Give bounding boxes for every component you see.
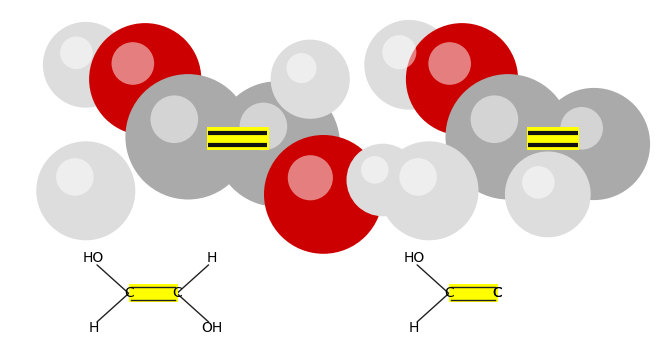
Ellipse shape <box>406 23 518 135</box>
Ellipse shape <box>60 36 92 69</box>
Ellipse shape <box>428 42 471 85</box>
Ellipse shape <box>56 158 94 196</box>
Ellipse shape <box>560 107 603 150</box>
Ellipse shape <box>240 103 287 150</box>
Ellipse shape <box>446 74 571 199</box>
Ellipse shape <box>379 141 478 240</box>
Ellipse shape <box>271 40 350 119</box>
Ellipse shape <box>538 88 650 200</box>
Text: H: H <box>207 251 217 265</box>
Text: C: C <box>444 287 453 300</box>
Text: C: C <box>124 287 133 300</box>
Text: H: H <box>88 321 99 336</box>
Text: C: C <box>492 287 502 300</box>
Ellipse shape <box>471 95 518 143</box>
Ellipse shape <box>264 135 383 254</box>
Text: C: C <box>172 287 182 300</box>
Ellipse shape <box>125 74 251 199</box>
Ellipse shape <box>522 166 554 199</box>
Ellipse shape <box>346 144 419 216</box>
Ellipse shape <box>112 42 154 85</box>
Ellipse shape <box>214 81 340 207</box>
Ellipse shape <box>364 20 454 110</box>
Ellipse shape <box>505 152 591 237</box>
Text: C: C <box>492 287 502 300</box>
Ellipse shape <box>36 141 135 240</box>
FancyBboxPatch shape <box>449 284 498 302</box>
Ellipse shape <box>288 155 333 200</box>
Text: HO: HO <box>83 251 104 265</box>
Ellipse shape <box>43 22 129 108</box>
Ellipse shape <box>286 53 317 83</box>
FancyBboxPatch shape <box>207 127 269 150</box>
Ellipse shape <box>382 35 416 69</box>
Text: H: H <box>409 321 419 336</box>
FancyBboxPatch shape <box>129 284 178 302</box>
Ellipse shape <box>150 95 198 143</box>
Ellipse shape <box>361 156 389 184</box>
Ellipse shape <box>89 23 201 135</box>
FancyBboxPatch shape <box>527 127 579 150</box>
Ellipse shape <box>399 158 437 196</box>
Text: OH: OH <box>201 321 222 336</box>
Text: HO: HO <box>403 251 424 265</box>
